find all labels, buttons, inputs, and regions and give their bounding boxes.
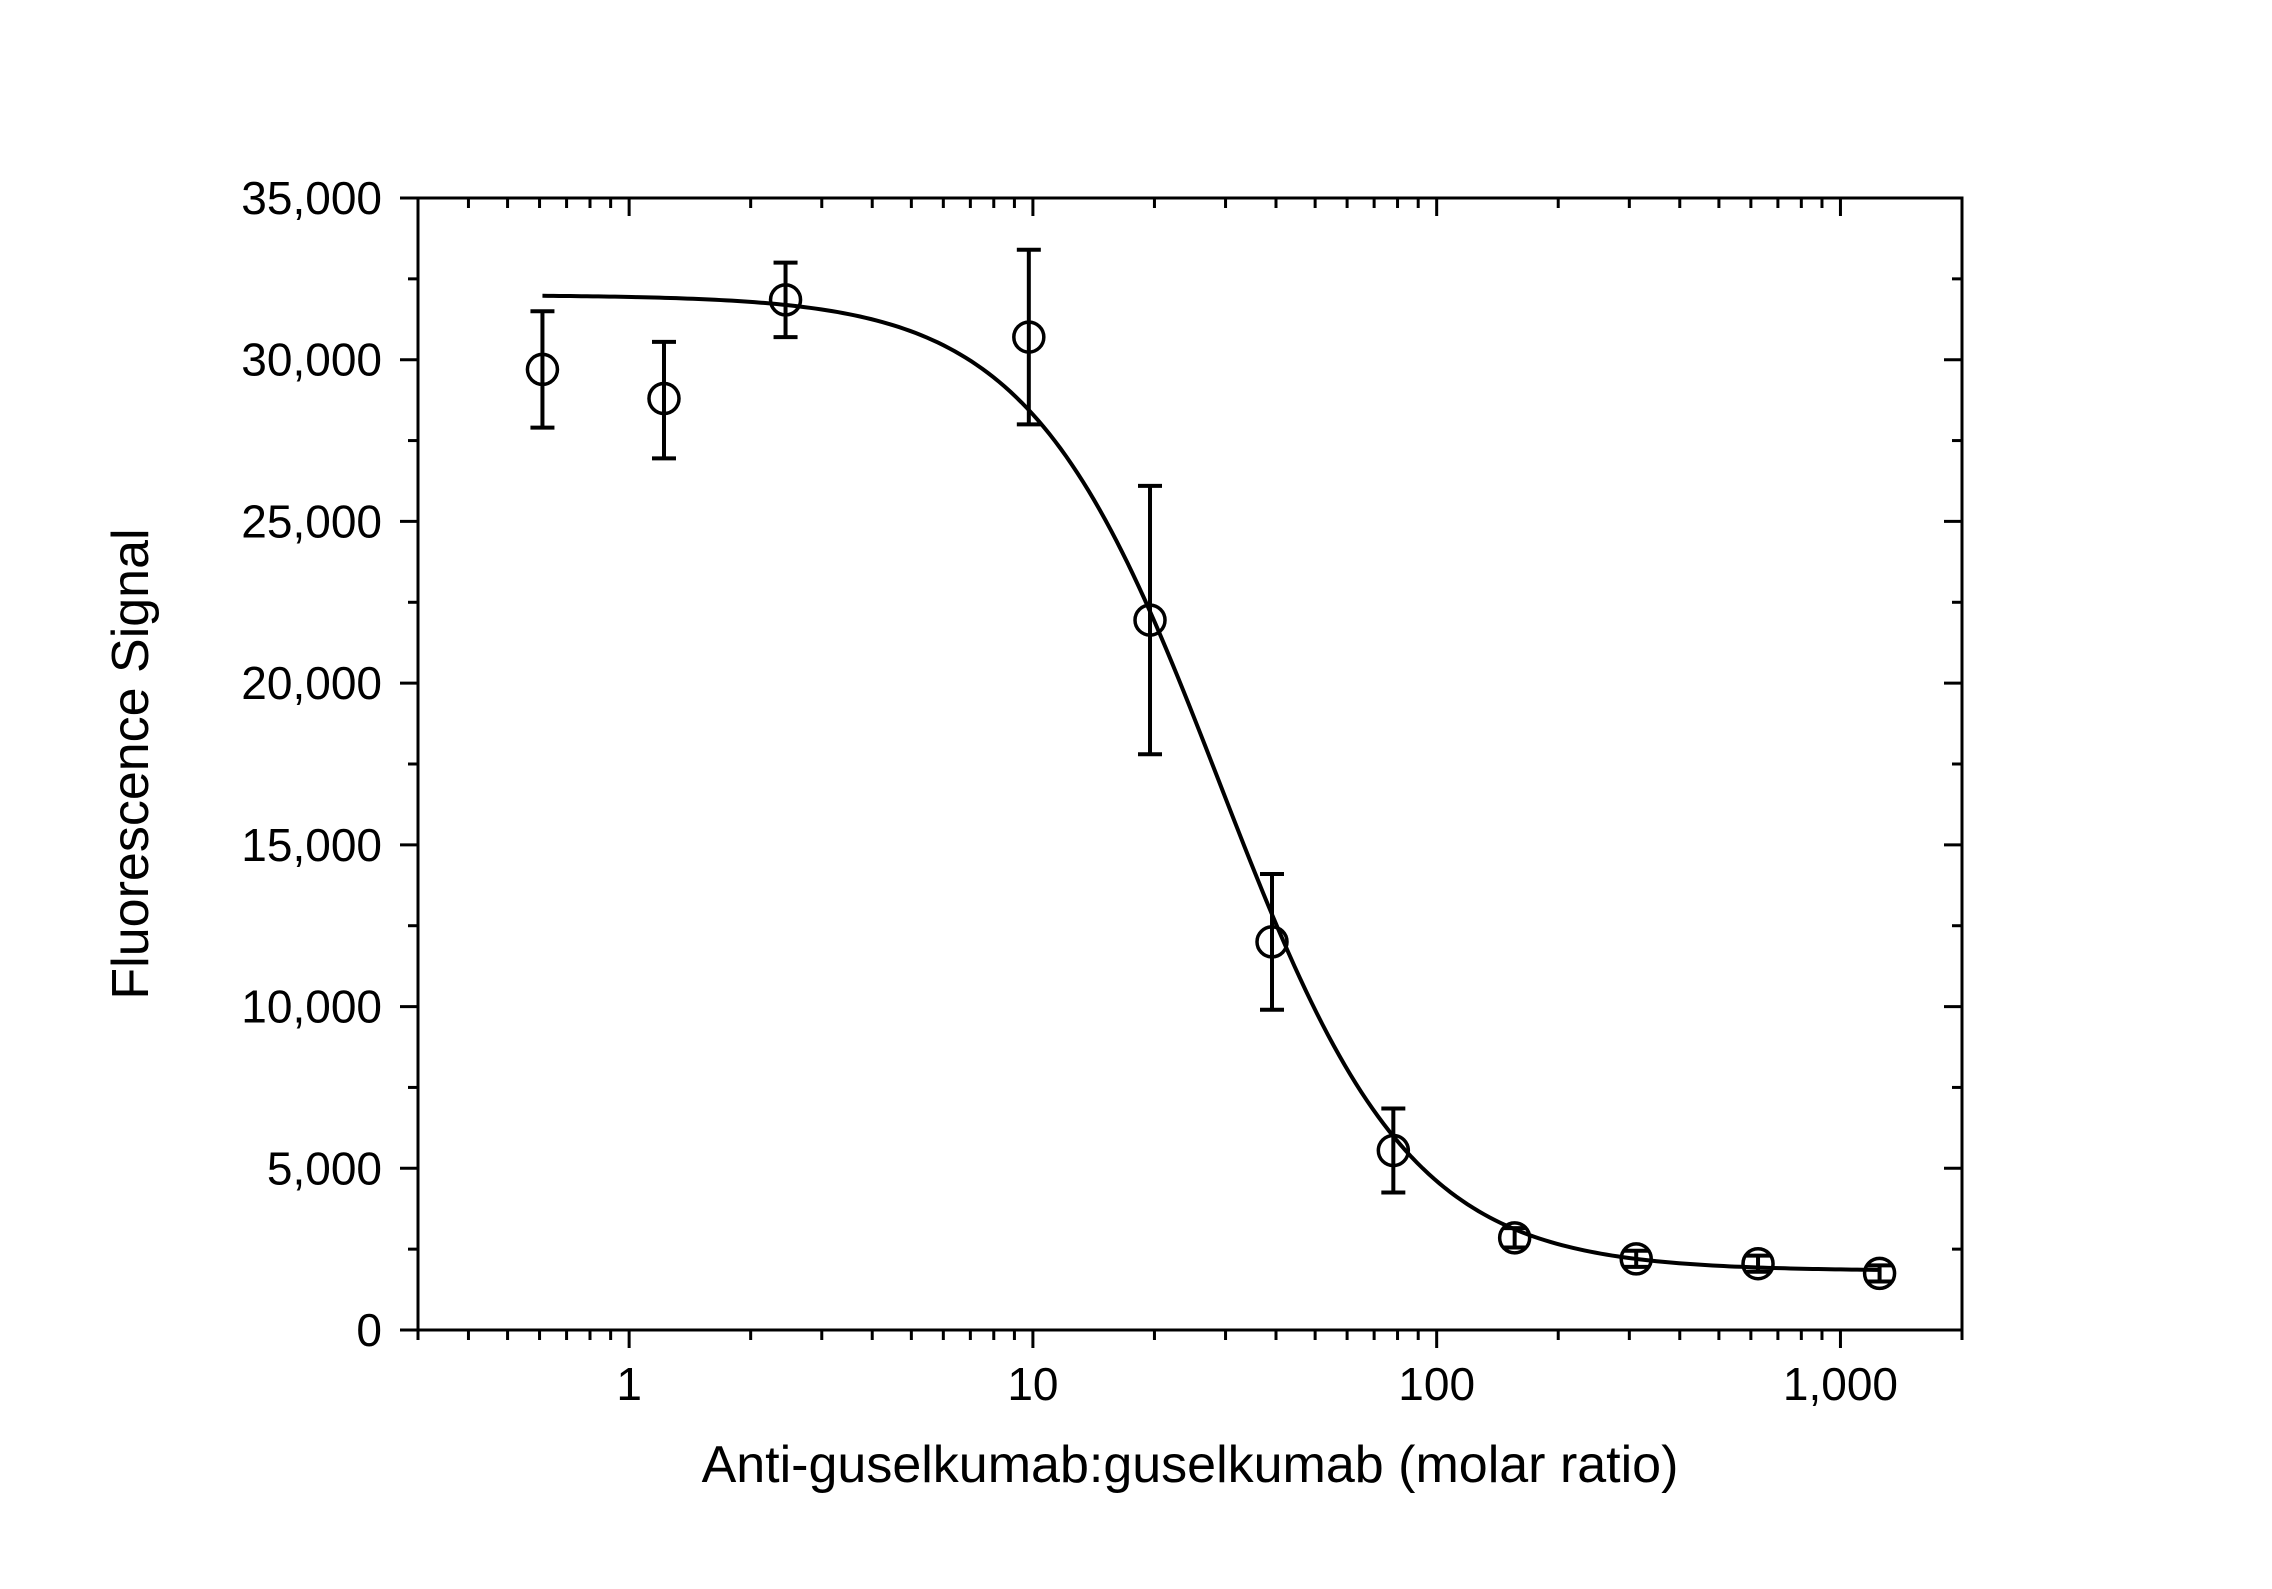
- data-point: [1497, 1221, 1532, 1255]
- y-tick-label: 0: [356, 1304, 382, 1356]
- data-point: [1133, 603, 1167, 637]
- fit-curve: [542, 293, 1880, 1272]
- data-point: [768, 283, 803, 317]
- data-point: [1862, 1256, 1897, 1291]
- data-point: [1619, 1242, 1653, 1276]
- y-tick-label: 25,000: [241, 495, 382, 547]
- y-tick-label: 35,000: [241, 172, 382, 224]
- y-tick-label: 30,000: [241, 334, 382, 386]
- x-tick-label: 100: [1398, 1358, 1475, 1410]
- y-tick-label: 5,000: [267, 1142, 382, 1194]
- y-tick-label: 10,000: [241, 981, 382, 1033]
- x-tick-label: 1: [616, 1358, 642, 1410]
- data-point: [1012, 320, 1046, 354]
- data-point: [1255, 925, 1289, 959]
- y-axis-title: Fluorescence Signal: [102, 528, 160, 999]
- x-tick-label: 1,000: [1783, 1358, 1898, 1410]
- data-point: [647, 381, 681, 416]
- x-axis-title: Anti-guselkumab:guselkumab (molar ratio): [702, 1436, 1679, 1494]
- plot-area: 1 10 100 1,000 0 5,000 10,000 15,000 20,000 25,00…: [241, 172, 1964, 1410]
- data-point: [1741, 1246, 1775, 1281]
- y-tick-label: 20,000: [241, 657, 382, 709]
- x-tick-label: 10: [1007, 1358, 1058, 1410]
- y-tick-label: 15,000: [241, 819, 382, 871]
- data-point: [1376, 1133, 1411, 1168]
- data-point: [525, 352, 560, 387]
